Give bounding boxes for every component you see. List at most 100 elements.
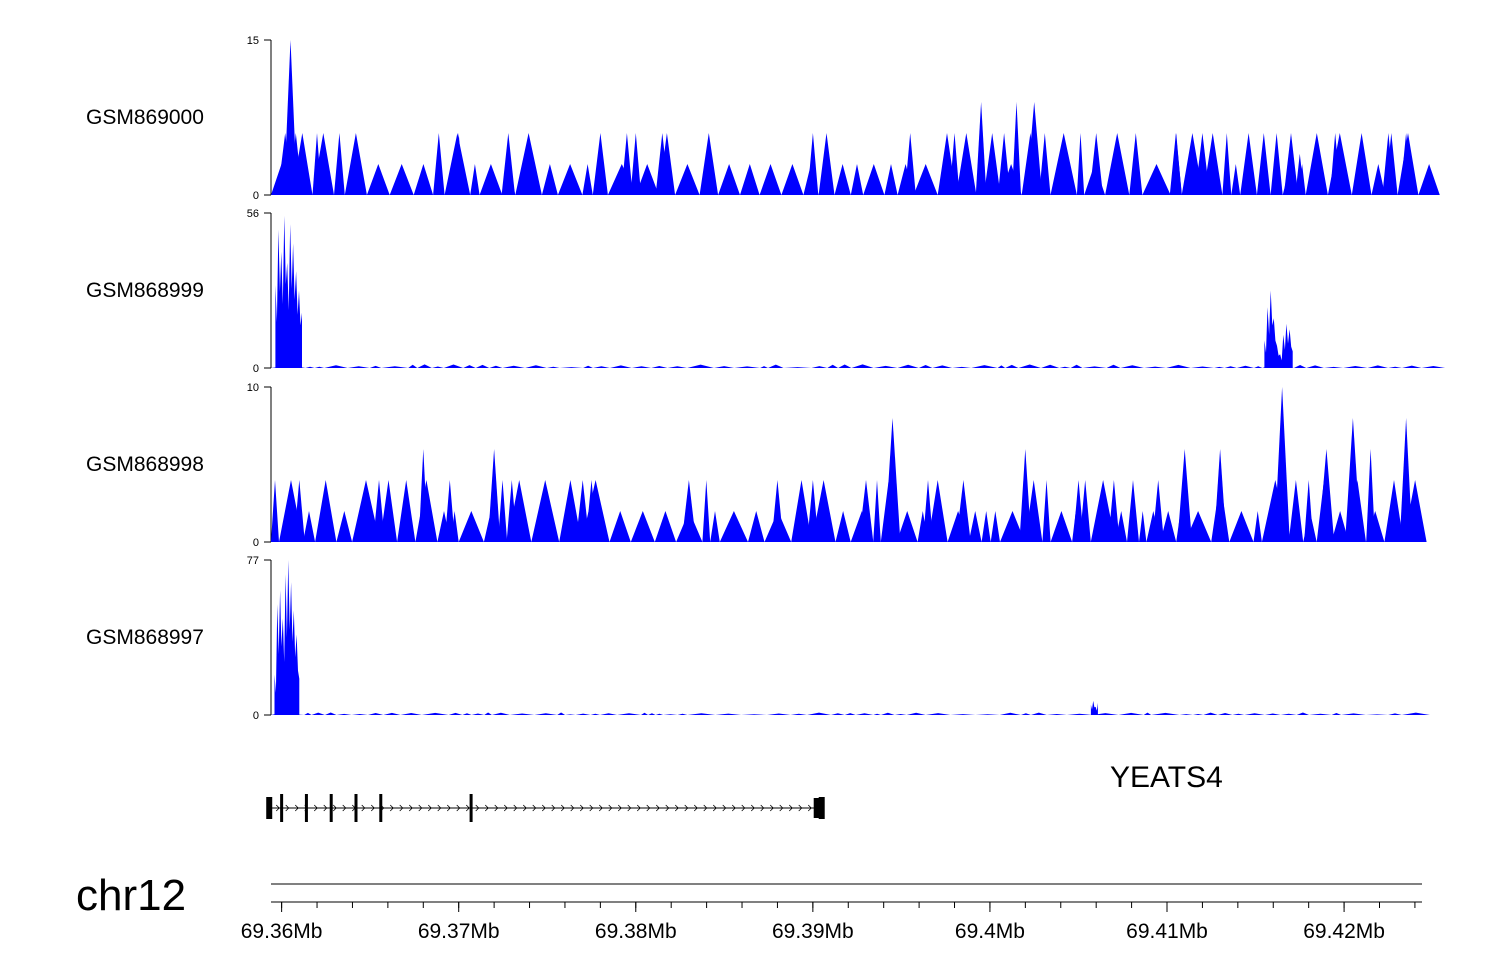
strand-arrow bbox=[598, 804, 603, 812]
y-tick-label: 0 bbox=[253, 190, 259, 202]
y-tick-label: 10 bbox=[247, 382, 259, 394]
strand-arrow bbox=[408, 804, 413, 812]
strand-arrow bbox=[541, 804, 546, 812]
coverage-peak bbox=[1330, 133, 1341, 195]
genome-tick-label: 69.36Mb bbox=[241, 920, 323, 943]
strand-arrow bbox=[437, 804, 442, 812]
strand-arrow bbox=[712, 804, 717, 812]
strand-arrow bbox=[389, 804, 394, 812]
genome-tick-label: 69.41Mb bbox=[1126, 920, 1208, 943]
exon bbox=[813, 798, 824, 818]
coverage-peak bbox=[1283, 133, 1299, 195]
coverage-peak bbox=[506, 480, 518, 542]
coverage-peak bbox=[1169, 133, 1182, 195]
strand-arrow bbox=[361, 804, 366, 812]
coverage-region bbox=[1090, 700, 1098, 715]
coverage-peak bbox=[444, 480, 455, 542]
track-label: GSM868997 bbox=[86, 626, 204, 649]
track-GSM868997: GSM868997 77 0 bbox=[86, 555, 1430, 722]
coverage-peak bbox=[1195, 133, 1210, 195]
genome-tick-label: 69.38Mb bbox=[595, 920, 677, 943]
genome-tick-label: 69.39Mb bbox=[772, 920, 854, 943]
strand-arrow bbox=[589, 804, 594, 812]
strand-arrow bbox=[446, 804, 451, 812]
coverage-peak bbox=[1152, 480, 1164, 542]
coverage-peak bbox=[1089, 133, 1103, 195]
genome-tick-label: 69.37Mb bbox=[418, 920, 500, 943]
coverage-peak bbox=[1399, 418, 1413, 542]
strand-arrow bbox=[475, 804, 480, 812]
track-label: GSM868998 bbox=[86, 453, 204, 476]
track-GSM868998: GSM868998 10 0 bbox=[86, 382, 1427, 549]
y-tick-label: 0 bbox=[253, 363, 259, 375]
strand-arrow bbox=[342, 804, 347, 812]
coverage-peak bbox=[1026, 102, 1043, 195]
exon bbox=[266, 797, 273, 819]
coverage-peak bbox=[293, 480, 305, 542]
gene-label: YEATS4 bbox=[1110, 761, 1223, 794]
strand-arrow bbox=[674, 804, 679, 812]
y-tick-label: 0 bbox=[253, 710, 259, 722]
strand-arrow bbox=[617, 804, 622, 812]
coverage-peak bbox=[975, 102, 987, 195]
track-GSM869000: GSM869000 15 0 bbox=[86, 35, 1440, 202]
strand-arrow bbox=[760, 804, 765, 812]
strand-arrow bbox=[456, 804, 461, 812]
coverage-area bbox=[271, 133, 1440, 195]
strand-arrow bbox=[294, 804, 299, 812]
coverage-peak bbox=[277, 133, 293, 195]
coverage-peak bbox=[418, 449, 428, 542]
strand-arrow bbox=[484, 804, 489, 812]
coverage-area bbox=[271, 480, 1427, 542]
coverage-peak bbox=[289, 133, 303, 195]
strand-arrow bbox=[722, 804, 727, 812]
strand-arrow bbox=[731, 804, 736, 812]
coverage-peak bbox=[884, 418, 901, 542]
coverage-peak bbox=[1213, 449, 1227, 542]
strand-arrow bbox=[579, 804, 584, 812]
coverage-region bbox=[1264, 290, 1293, 368]
strand-arrow bbox=[323, 804, 328, 812]
track-GSM868999: GSM868999 56 0 bbox=[86, 208, 1446, 375]
coverage-peak bbox=[1345, 418, 1361, 542]
coverage-peak bbox=[575, 480, 590, 542]
coverage-peak bbox=[807, 480, 819, 542]
strand-arrow bbox=[370, 804, 375, 812]
strand-arrow bbox=[332, 804, 337, 812]
coverage-peak bbox=[1382, 133, 1395, 195]
coverage-peak bbox=[501, 133, 515, 195]
strand-arrow bbox=[741, 804, 746, 812]
strand-arrow bbox=[560, 804, 565, 812]
coverage-peak bbox=[858, 480, 874, 542]
strand-arrow bbox=[418, 804, 423, 812]
strand-arrow bbox=[655, 804, 660, 812]
coverage-peak bbox=[1366, 449, 1376, 542]
strand-arrow bbox=[551, 804, 556, 812]
track-label: GSM868999 bbox=[86, 279, 204, 302]
coverage-peak bbox=[1318, 449, 1335, 542]
coverage-peak bbox=[312, 133, 322, 195]
exon bbox=[354, 794, 358, 822]
strand-arrow bbox=[703, 804, 708, 812]
chromosome-label: chr12 bbox=[76, 871, 186, 920]
coverage-peak bbox=[453, 133, 464, 195]
strand-arrow bbox=[636, 804, 641, 812]
coverage-peak bbox=[1177, 449, 1192, 542]
strand-arrow bbox=[285, 804, 290, 812]
coverage-peak bbox=[630, 133, 642, 195]
exon bbox=[304, 794, 308, 822]
coverage-peak bbox=[1019, 449, 1032, 542]
strand-arrow bbox=[798, 804, 803, 812]
strand-arrow bbox=[665, 804, 670, 812]
exon bbox=[329, 794, 333, 822]
strand-arrow bbox=[684, 804, 689, 812]
coverage-area bbox=[271, 712, 1430, 715]
exon bbox=[469, 794, 473, 822]
y-tick-label: 77 bbox=[247, 555, 259, 567]
strand-arrow bbox=[807, 804, 812, 812]
data-tracks: GSM869000150GSM868999560GSM868998100GSM8… bbox=[86, 35, 1446, 722]
strand-arrow bbox=[313, 804, 318, 812]
strand-arrow bbox=[522, 804, 527, 812]
coverage-peak bbox=[1304, 480, 1314, 542]
